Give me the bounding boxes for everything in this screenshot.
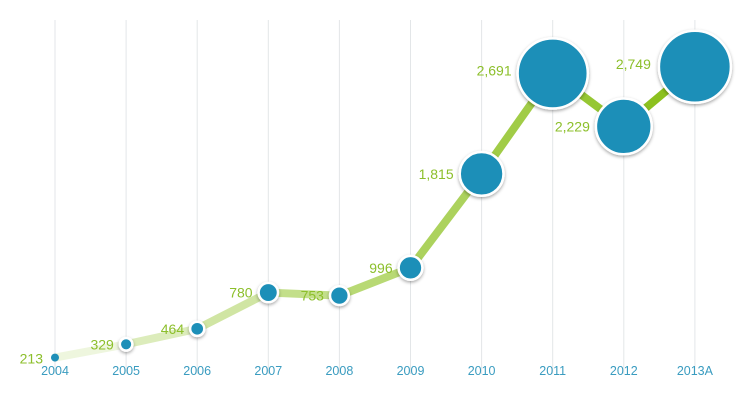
line-segment-2006-2007 [193, 288, 273, 333]
data-point-2009[interactable] [397, 254, 424, 281]
x-tick-label-2004: 2004 [41, 364, 69, 378]
line-segment-2007-2008 [264, 288, 344, 300]
line-segment-2005-2006 [122, 324, 202, 349]
x-tick-label-2011: 2011 [539, 364, 566, 378]
value-label-2007: 780 [229, 285, 253, 301]
data-point-2011[interactable] [516, 37, 590, 110]
value-label-2012: 2,229 [555, 118, 590, 134]
data-point-2006[interactable] [188, 320, 206, 338]
value-label-2013A: 2,749 [616, 56, 651, 72]
value-label-2006: 464 [161, 321, 185, 337]
value-label-2005: 329 [90, 336, 114, 352]
data-point-2012[interactable] [594, 97, 653, 156]
x-tick-label-2006: 2006 [183, 364, 211, 378]
x-tick-label-2007: 2007 [254, 364, 282, 378]
value-label-2010: 1,815 [419, 166, 454, 182]
x-tick-label-2012: 2012 [610, 364, 638, 378]
x-tick-label-2013A: 2013A [677, 364, 714, 378]
series-line [51, 62, 699, 362]
data-point-2005[interactable] [118, 336, 134, 352]
x-axis: 2004 2005 2006 2007 2008 2009 2010 2011 2012 2013… [41, 364, 714, 378]
x-tick-label-2009: 2009 [397, 364, 425, 378]
x-tick-label-2008: 2008 [325, 364, 353, 378]
data-point-2010[interactable] [458, 150, 505, 198]
gridlines [54, 20, 696, 374]
x-tick-label-2010: 2010 [468, 364, 496, 378]
data-point-2007[interactable] [257, 281, 280, 304]
data-point-2013A[interactable] [657, 29, 733, 105]
x-tick-label-2005: 2005 [112, 364, 140, 378]
value-label-2008: 753 [301, 288, 325, 304]
data-point-2008[interactable] [328, 285, 351, 307]
value-label-2009: 996 [369, 260, 393, 276]
value-label-2004: 213 [20, 351, 44, 367]
value-labels: 213 329 464 780 753 996 1,815 2,691 2,229 2,749 [20, 56, 651, 367]
value-label-2011: 2,691 [477, 62, 512, 78]
line-segment-2004-2005 [51, 340, 131, 362]
data-point-2004[interactable] [51, 353, 59, 362]
data-markers [51, 29, 733, 362]
